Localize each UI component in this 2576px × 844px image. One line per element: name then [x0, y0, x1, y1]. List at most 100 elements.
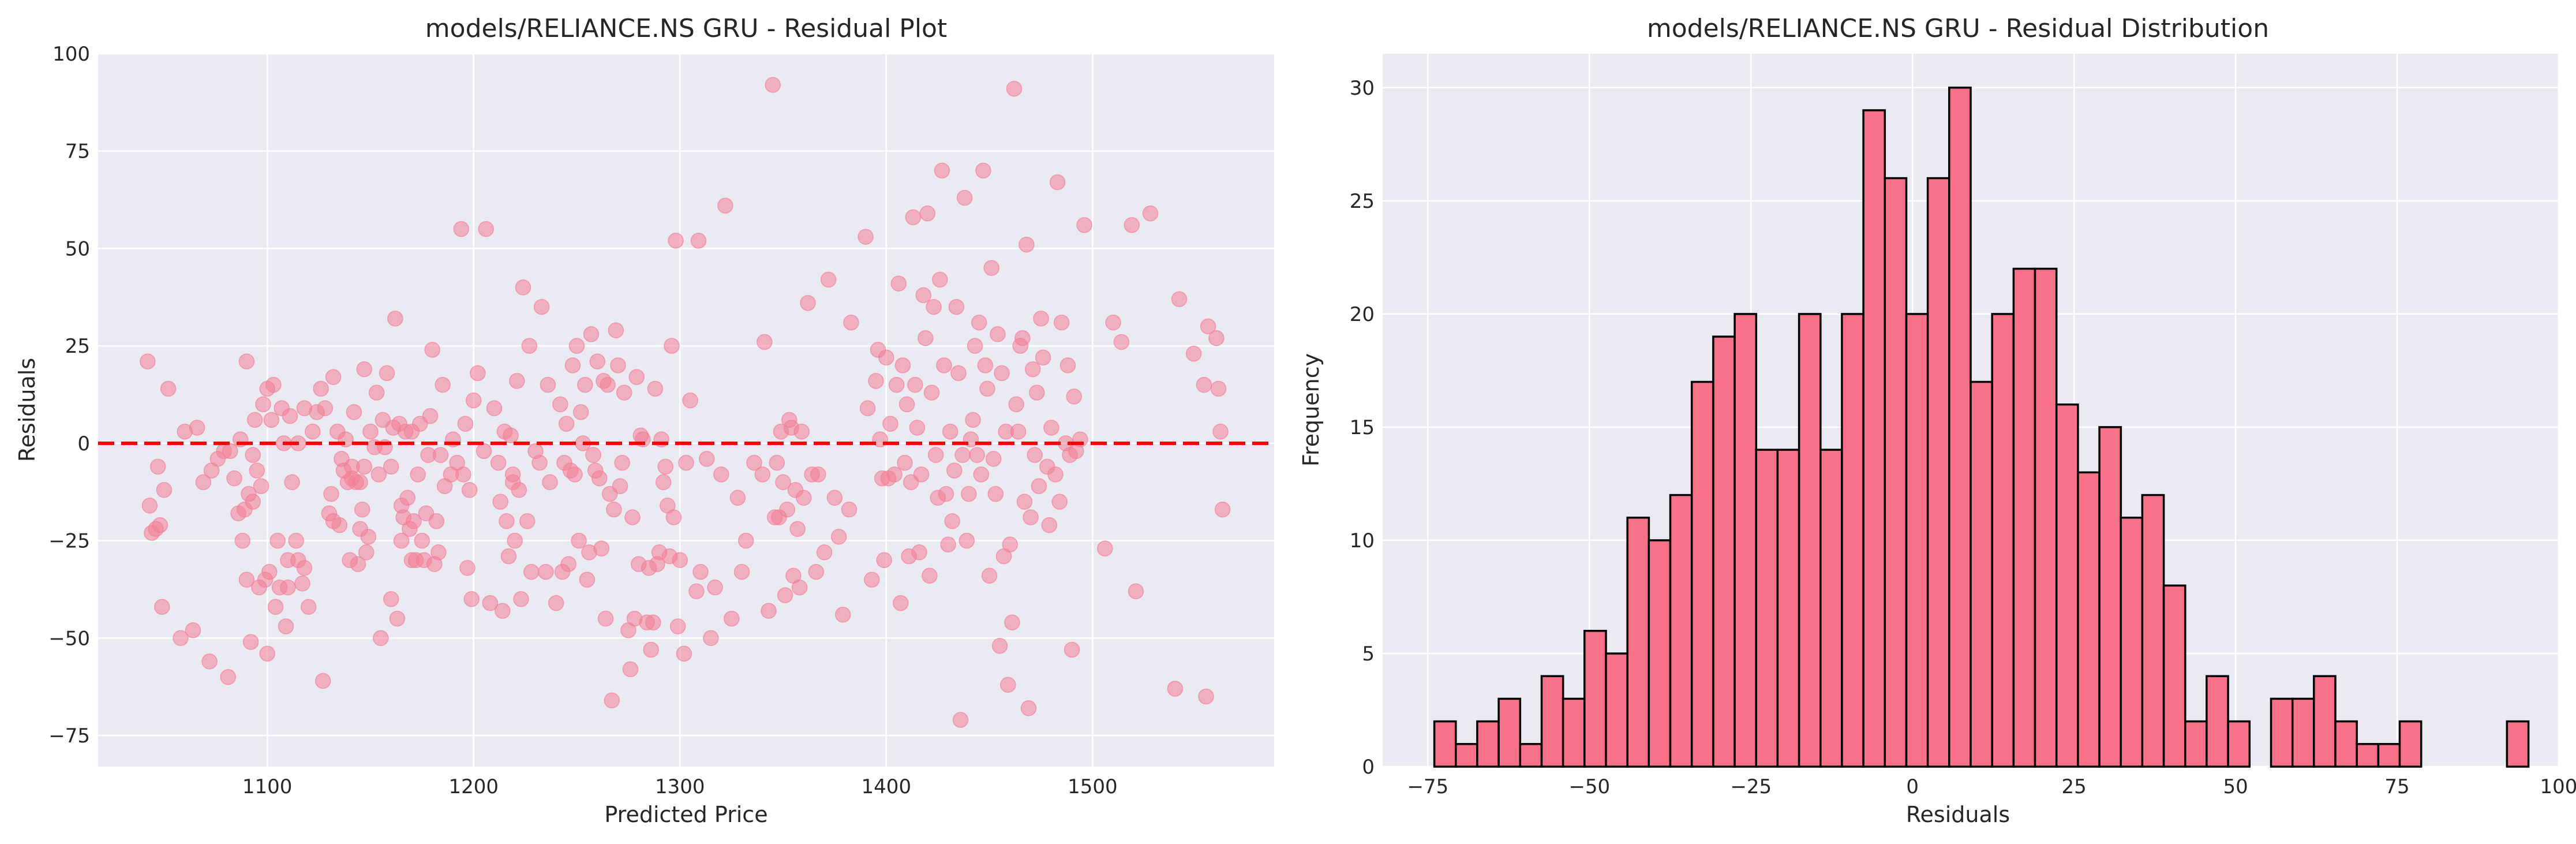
data-point — [567, 466, 583, 483]
data-point — [238, 572, 255, 588]
histogram-bar — [1733, 313, 1758, 768]
histogram-bar — [1712, 335, 1736, 768]
data-point — [769, 454, 785, 471]
data-point — [961, 486, 977, 502]
y-tick-label: 75 — [65, 140, 90, 163]
data-point — [383, 591, 399, 607]
data-point — [932, 271, 948, 288]
histogram-bar — [2184, 720, 2208, 768]
histogram-bar — [2120, 516, 2144, 768]
data-point — [737, 532, 754, 549]
data-point — [678, 454, 694, 471]
histogram-bar — [1476, 720, 1500, 768]
data-point — [882, 416, 898, 432]
data-point — [969, 447, 985, 463]
data-point — [265, 376, 282, 393]
data-point — [987, 486, 1004, 502]
residual-plot-title: models/RELIANCE.NS GRU - Residual Plot — [425, 14, 947, 43]
histogram-bar — [1991, 313, 2015, 768]
data-point — [628, 369, 645, 385]
data-point — [868, 373, 884, 389]
data-point — [591, 470, 608, 487]
data-point — [255, 396, 271, 413]
data-point — [1142, 205, 1159, 222]
data-point — [841, 501, 858, 518]
data-point — [457, 416, 474, 432]
data-point — [1010, 423, 1027, 440]
data-point — [173, 630, 189, 647]
data-point — [1008, 396, 1024, 413]
data-point — [245, 447, 261, 463]
data-point — [723, 610, 740, 627]
data-point — [893, 595, 909, 611]
data-point — [156, 482, 173, 498]
data-point — [499, 513, 515, 529]
data-point — [589, 353, 606, 369]
data-point — [952, 712, 969, 728]
data-point — [399, 490, 416, 506]
data-point — [1029, 384, 1045, 401]
histogram-bar — [1562, 697, 1586, 768]
data-point — [676, 645, 692, 662]
data-point — [1053, 314, 1070, 331]
data-point — [645, 614, 661, 631]
histogram-bar — [1905, 313, 1929, 768]
data-point — [495, 603, 511, 619]
data-point — [777, 587, 793, 603]
data-point — [757, 334, 773, 350]
y-tick-label: 50 — [65, 237, 90, 260]
x-tick-label: −50 — [1568, 775, 1610, 798]
x-tick-label: 1400 — [862, 775, 912, 798]
data-point — [1002, 536, 1019, 553]
data-point — [278, 618, 294, 634]
data-point — [655, 474, 672, 491]
data-point — [453, 221, 470, 237]
data-point — [775, 474, 791, 491]
data-point — [284, 474, 300, 491]
data-point — [765, 77, 781, 93]
data-point — [692, 563, 709, 580]
data-point — [470, 365, 486, 382]
data-point — [713, 466, 729, 483]
data-point — [154, 599, 170, 615]
data-point — [571, 532, 587, 549]
data-point — [317, 400, 334, 416]
data-point — [616, 384, 632, 401]
data-point — [1043, 420, 1059, 436]
data-point — [1064, 641, 1080, 658]
data-point — [511, 482, 527, 498]
data-point — [808, 563, 825, 580]
data-point — [540, 376, 556, 393]
residual-plot-x-tick-labels: 1100 1200 1300 1400 1500 — [242, 775, 1118, 798]
y-tick-label: 100 — [53, 43, 90, 66]
data-point — [280, 579, 296, 596]
y-tick-label: −75 — [48, 725, 90, 748]
data-point — [253, 478, 269, 494]
x-tick-label: 0 — [1906, 775, 1919, 798]
histogram-bar — [2313, 675, 2337, 768]
data-point — [428, 513, 445, 529]
data-point — [523, 563, 540, 580]
data-point — [189, 420, 205, 436]
data-point — [259, 645, 275, 662]
data-point — [944, 513, 960, 529]
data-point — [918, 330, 934, 346]
data-point — [141, 498, 158, 514]
x-tick-label: 1500 — [1068, 775, 1118, 798]
data-point — [519, 513, 536, 529]
data-point — [604, 692, 620, 709]
data-point — [703, 630, 719, 647]
data-point — [1051, 494, 1068, 510]
data-point — [909, 420, 926, 436]
residual-plot-x-axis-label: Predicted Price — [604, 802, 767, 827]
data-point — [323, 486, 339, 502]
data-point — [564, 357, 581, 374]
data-point — [923, 384, 940, 401]
data-point — [843, 314, 859, 331]
histogram-bar — [1626, 516, 1650, 768]
data-point — [796, 490, 812, 506]
data-point — [1097, 540, 1113, 557]
y-tick-label: 0 — [1362, 756, 1375, 779]
data-point — [414, 532, 430, 549]
